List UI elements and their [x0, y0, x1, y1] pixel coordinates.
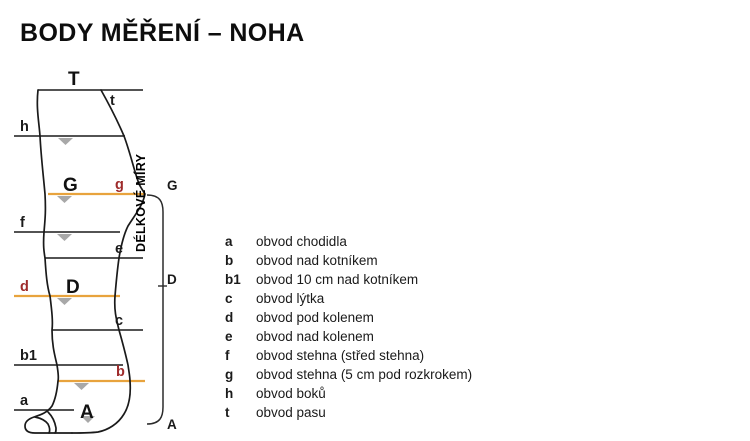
legend-key: f — [225, 348, 230, 363]
label-A-big: A — [80, 402, 94, 423]
leg-measurement-diagram: h f d b1 a t g e c b T G D A G D — [14, 69, 178, 434]
list-item: f obvod stehna (střed stehna) — [225, 346, 555, 365]
list-item: d obvod pod kolenem — [225, 308, 555, 327]
bracket-path — [146, 194, 164, 425]
legend-key: e — [225, 329, 233, 344]
marker-d — [57, 298, 72, 305]
legend-key: g — [225, 367, 234, 382]
label-g: g — [115, 177, 124, 193]
measurement-lines — [14, 89, 145, 411]
label-G-big: G — [63, 175, 78, 196]
page-title: BODY MĚŘENÍ – NOHA — [20, 19, 305, 47]
foot-sole-detail — [34, 416, 51, 434]
legend-key: t — [225, 405, 230, 420]
legend-key: a — [225, 234, 233, 249]
label-c: c — [115, 313, 123, 329]
label-d: d — [20, 279, 29, 295]
marker-g — [57, 196, 72, 203]
legend-desc: obvod nad kotníkem — [256, 253, 378, 268]
legend-desc: obvod chodidla — [256, 234, 347, 249]
list-item: g obvod stehna (5 cm pod rozkrokem) — [225, 365, 555, 384]
length-measures-label: DÉLKOVÉ MÍRY — [134, 153, 148, 252]
legend-desc: obvod nad kolenem — [256, 329, 374, 344]
inner-labels: T G D A — [63, 69, 94, 423]
list-item: e obvod nad kolenem — [225, 327, 555, 346]
legend-key: d — [225, 310, 234, 325]
list-item: h obvod boků — [225, 384, 555, 403]
leg-outline — [24, 89, 146, 434]
marker-h — [58, 138, 73, 145]
label-t: t — [110, 93, 115, 109]
legend-desc: obvod stehna (5 cm pod rozkrokem) — [256, 367, 473, 382]
label-e: e — [115, 241, 123, 257]
bracket-label-G: G — [167, 178, 178, 193]
marker-f — [57, 234, 72, 241]
list-item: c obvod lýtka — [225, 289, 555, 308]
right-labels: t g e c b — [110, 93, 125, 380]
leg-back-contour — [71, 89, 146, 434]
list-item: b1 obvod 10 cm nad kotníkem — [225, 270, 555, 289]
length-measure-bracket — [146, 194, 167, 425]
bracket-label-D: D — [167, 272, 177, 287]
label-b: b — [116, 364, 125, 380]
measurement-markers — [57, 138, 95, 423]
list-item: t obvod pasu — [225, 403, 555, 422]
label-h: h — [20, 119, 29, 135]
label-a: a — [20, 393, 29, 409]
left-labels: h f d b1 a — [20, 119, 37, 409]
legend-desc: obvod boků — [256, 386, 326, 401]
label-b1: b1 — [20, 348, 37, 364]
legend-desc: obvod pod kolenem — [256, 310, 374, 325]
list-item: b obvod nad kotníkem — [225, 251, 555, 270]
legend-desc: obvod lýtka — [256, 291, 325, 306]
legend-key: b1 — [225, 272, 241, 287]
label-f: f — [20, 215, 25, 231]
legend-key: b — [225, 253, 234, 268]
marker-b — [74, 383, 89, 390]
foot-toe-detail — [47, 411, 57, 434]
legend-key: h — [225, 386, 234, 401]
leg-front-contour — [24, 89, 73, 434]
legend-desc: obvod pasu — [256, 405, 326, 420]
legend-desc: obvod 10 cm nad kotníkem — [256, 272, 419, 287]
bracket-labels: G D A — [167, 178, 178, 432]
label-T-big: T — [68, 69, 80, 90]
legend-key: c — [225, 291, 233, 306]
marker-a — [81, 416, 95, 423]
bracket-label-A: A — [167, 417, 177, 432]
label-D-big: D — [66, 277, 80, 298]
legend-desc: obvod stehna (střed stehna) — [256, 348, 425, 363]
measurement-legend: a obvod chodidla b obvod nad kotníkem b1… — [225, 232, 555, 422]
list-item: a obvod chodidla — [225, 232, 555, 251]
